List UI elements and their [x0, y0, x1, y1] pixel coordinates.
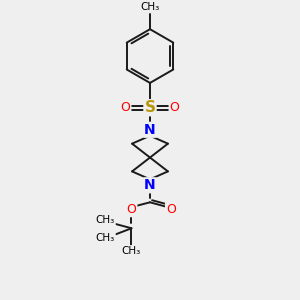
Text: N: N [144, 178, 156, 192]
Text: O: O [121, 101, 130, 114]
Text: O: O [169, 101, 179, 114]
Text: S: S [145, 100, 155, 115]
Text: O: O [127, 203, 136, 216]
Text: CH₃: CH₃ [140, 2, 160, 12]
Text: O: O [166, 203, 176, 216]
Text: N: N [144, 123, 156, 137]
Text: CH₃: CH₃ [96, 233, 115, 243]
Text: CH₃: CH₃ [122, 246, 141, 256]
Text: CH₃: CH₃ [96, 215, 115, 225]
